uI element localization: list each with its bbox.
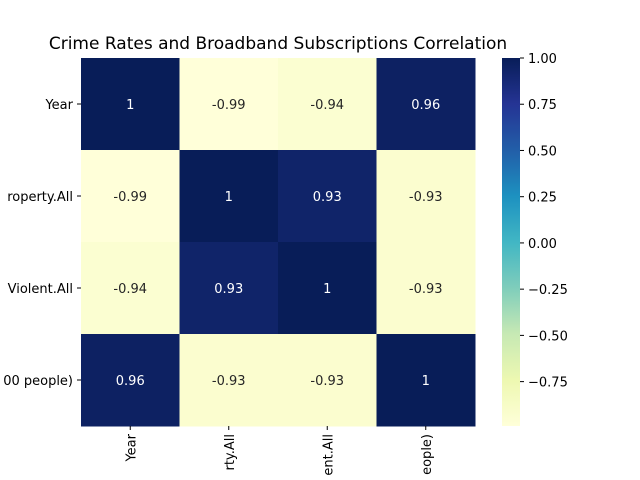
colorbar-tick-label: 1.00 [528,52,557,67]
colorbar-gradient [502,58,520,426]
heatmap-cell [81,334,180,427]
cell-value-label: -0.99 [113,190,147,205]
heatmap-cell [81,58,180,151]
column-label: ent.All [321,434,336,476]
cell-value-label: -0.93 [409,282,443,297]
cell-value-label: 1 [126,98,134,113]
cell-value-label: -0.94 [310,98,344,113]
cell-value-label: 0.96 [116,374,145,389]
colorbar-tick-label: −0.50 [528,329,568,344]
colorbar: 1.00 0.75 0.50 0.25 0.00 −0.25 −0.50 −0.75 [502,52,568,426]
cell-value-label: 1 [323,282,331,297]
heatmap-cell [278,58,377,151]
heatmap-cell [278,242,377,335]
heatmap-cell [179,334,279,427]
heatmap-cell [376,150,476,243]
colorbar-tick-label: −0.75 [528,376,568,391]
colorbar-tick-label: 0.50 [528,144,557,159]
row-label: Year [44,98,73,113]
heatmap-cells: 1 -0.99 -0.94 0.96 -0.99 1 0.93 -0.93 -0.94 0.93 1… [81,58,476,427]
cell-value-label: -0.99 [212,98,246,113]
cell-value-label: 1 [422,374,430,389]
row-labels: Year roperty.All Violent.All 00 people) [3,98,81,389]
cell-value-label: 0.93 [214,282,243,297]
cell-value-label: -0.93 [310,374,344,389]
column-label: Year [124,433,139,462]
row-label: Violent.All [8,282,73,297]
heatmap-cell [179,58,279,151]
column-label: rty.All [223,434,238,471]
colorbar-tick-label: 0.75 [528,98,557,113]
heatmap-cell [376,242,476,335]
heatmap-cell [179,150,279,243]
colorbar-tick-label: 0.25 [528,191,557,206]
cell-value-label: -0.93 [212,374,246,389]
heatmap-cell [376,58,476,151]
cell-value-label: 0.93 [313,190,342,205]
row-label: roperty.All [7,190,73,205]
heatmap-cell [81,242,180,335]
cell-value-label: -0.93 [409,190,443,205]
column-label: eople) [420,434,435,475]
chart-title: Crime Rates and Broadband Subscriptions … [49,34,507,54]
column-labels: Year rty.All ent.All eople) [124,426,435,476]
cell-value-label: 1 [225,190,233,205]
cell-value-label: 0.96 [411,98,440,113]
heatmap-cell [81,150,180,243]
colorbar-tick-label: −0.25 [528,283,568,298]
heatmap-cell [179,242,279,335]
cell-value-label: -0.94 [113,282,147,297]
colorbar-tick-label: 0.00 [528,237,557,252]
row-label: 00 people) [3,374,73,389]
heatmap-cell [376,334,476,427]
heatmap-cell [278,150,377,243]
heatmap-cell [278,334,377,427]
